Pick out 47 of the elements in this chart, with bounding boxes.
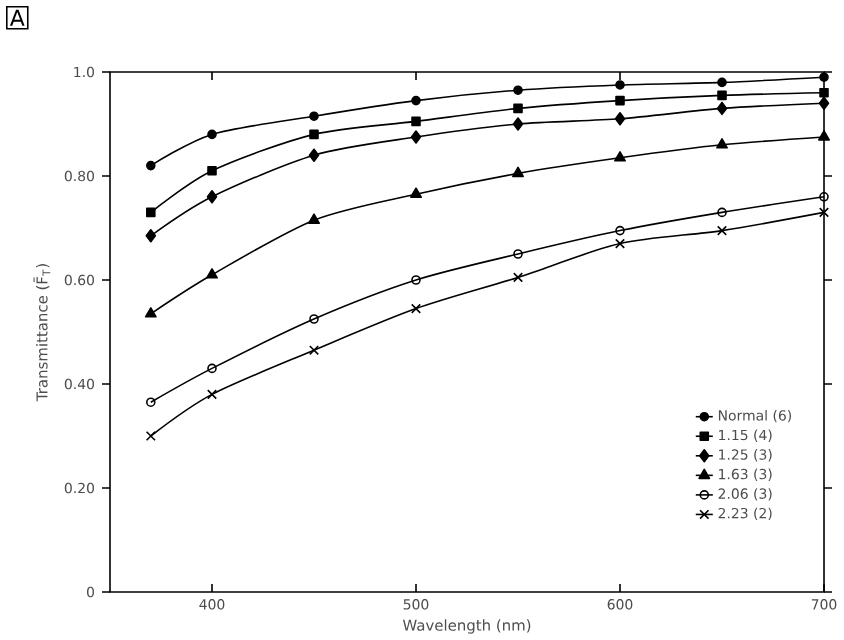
point	[410, 303, 422, 314]
point	[308, 148, 320, 162]
point	[144, 307, 157, 318]
point	[411, 275, 421, 285]
point	[411, 116, 421, 127]
point	[206, 190, 218, 204]
point	[615, 80, 625, 90]
text: A	[9, 9, 25, 26]
point	[717, 90, 727, 101]
point	[145, 430, 156, 442]
point	[411, 95, 421, 106]
point	[513, 249, 523, 259]
point	[145, 229, 157, 243]
point	[207, 166, 217, 176]
point	[309, 111, 319, 121]
point	[717, 207, 727, 218]
point	[716, 101, 728, 116]
point	[513, 103, 523, 114]
point	[819, 72, 829, 82]
point	[819, 88, 829, 98]
point	[207, 129, 217, 140]
point	[308, 213, 320, 224]
point	[308, 345, 320, 356]
point	[716, 225, 728, 236]
point	[615, 95, 625, 106]
point	[614, 151, 626, 162]
point	[818, 96, 830, 110]
point	[207, 363, 217, 374]
point	[206, 389, 218, 400]
point	[818, 130, 830, 141]
point	[818, 207, 830, 218]
point	[717, 77, 727, 88]
point	[512, 117, 524, 131]
point	[410, 187, 422, 198]
point	[614, 112, 626, 126]
point	[146, 160, 156, 171]
point	[206, 268, 218, 279]
point	[309, 314, 319, 324]
point	[716, 138, 728, 149]
point	[512, 166, 524, 178]
point	[309, 129, 319, 140]
point	[512, 272, 524, 283]
point	[615, 225, 625, 236]
point	[614, 238, 626, 249]
point	[146, 207, 156, 218]
point	[513, 85, 523, 95]
point	[410, 130, 422, 144]
